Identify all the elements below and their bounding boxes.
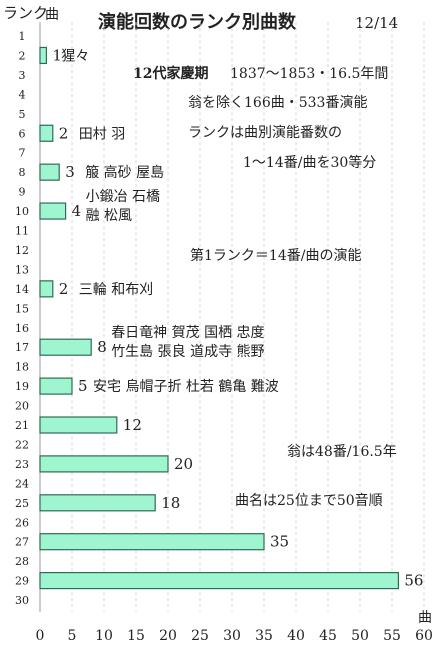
y-tick-label: 7: [19, 147, 26, 160]
data-label: 56: [404, 572, 423, 590]
y-tick-layer: 1234567891011121314151617181920212223242…: [15, 30, 29, 607]
song-titles: 小鍛冶 石橋: [86, 189, 160, 205]
y-tick-label: 25: [15, 497, 29, 510]
data-label: 18: [161, 494, 180, 512]
y-tick-label: 23: [15, 458, 29, 471]
x-tick-label: 35: [255, 628, 273, 644]
y-tick-label: 18: [15, 361, 29, 374]
y-tick-label: 13: [15, 263, 29, 276]
song-titles: 融 松風: [86, 208, 132, 224]
x-tick-label: 30: [223, 628, 241, 644]
bar: [39, 494, 156, 512]
data-label: 20: [174, 455, 193, 473]
x-unit-label-bottom: 曲: [418, 610, 432, 626]
note-total: 翁を除く166曲・533番演能: [188, 95, 367, 111]
y-tick-label: 1: [19, 30, 26, 43]
chart-title: 演能回数のランク別曲数: [98, 11, 297, 33]
y-tick-label: 2: [19, 49, 26, 62]
data-label: 2: [59, 124, 69, 142]
era-label: 12代家慶期: [133, 65, 208, 82]
x-tick-label: 10: [95, 628, 113, 644]
y-tick-label: 12: [15, 244, 29, 257]
y-tick-label: 14: [15, 283, 29, 296]
grid-layer: [39, 22, 425, 612]
chart-title-suffix: 12/14: [355, 14, 398, 32]
x-tick-label: 5: [68, 628, 77, 644]
y-tick-label: 30: [15, 594, 29, 607]
note-order: 曲名は25位まで50音順: [235, 492, 383, 509]
y-tick-label: 4: [19, 88, 26, 101]
y-tick-label: 10: [15, 205, 29, 218]
note-rank-def-2: 1～14番/曲を30等分: [243, 154, 376, 171]
data-label: 2: [59, 280, 69, 298]
bar: [39, 202, 67, 220]
song-titles: 三輪 和布刈: [79, 281, 153, 298]
y-tick-label: 5: [19, 108, 26, 121]
song-titles: 田村 羽: [79, 126, 125, 142]
y-tick-label: 6: [19, 127, 26, 140]
y-tick-label: 19: [15, 380, 29, 393]
data-label: 4: [72, 202, 82, 220]
y-tick-label: 21: [15, 419, 29, 432]
y-tick-label: 26: [15, 516, 29, 529]
y-tick-label: 17: [15, 341, 29, 354]
bar: [39, 533, 265, 551]
note-rank-def-1: ランクは曲別演能番数の: [188, 125, 342, 141]
bar: [39, 338, 92, 356]
data-label: 5: [78, 377, 88, 395]
data-label: 35: [270, 533, 289, 551]
data-label: 3: [65, 163, 75, 181]
y-tick-label: 28: [15, 555, 29, 568]
song-titles: 春日竜神 賀茂 国栖 忠度: [111, 324, 264, 341]
song-titles: 竹生島 張良 道成寺 熊野: [111, 344, 264, 360]
x-tick-label: 20: [159, 628, 177, 644]
bar: [39, 163, 60, 181]
x-tick-label: 50: [351, 628, 369, 644]
song-titles: 安宅 烏帽子折 杜若 鶴亀 難波: [93, 378, 279, 395]
song-titles: 猩々: [61, 48, 89, 64]
y-tick-label: 15: [15, 302, 29, 315]
y-tick-label: 20: [15, 400, 29, 413]
y-tick-label: 9: [19, 186, 26, 199]
bar: [39, 455, 169, 473]
x-tick-label: 25: [191, 628, 209, 644]
bar: [39, 416, 118, 434]
y-tick-label: 24: [15, 477, 29, 490]
y-axis-label: ランク: [3, 4, 48, 22]
x-tick-label: 45: [319, 628, 337, 644]
x-tick-label: 40: [287, 628, 305, 644]
bar: [39, 46, 48, 65]
x-tick-label: 55: [383, 628, 401, 644]
x-unit-label: 曲: [45, 7, 59, 23]
bar: [39, 571, 399, 590]
y-tick-label: 27: [15, 536, 29, 549]
bar: [39, 280, 54, 298]
y-tick-label: 11: [15, 225, 29, 238]
note-rank1: 第1ランク＝14番/曲の演能: [190, 247, 361, 264]
bar: [39, 124, 54, 142]
data-label: 1: [52, 46, 62, 64]
era-years: 1837～1853・16.5年間: [230, 66, 388, 82]
x-tick-label: 60: [415, 628, 433, 644]
x-tick-label: 15: [127, 628, 145, 644]
x-tick-label: 0: [36, 628, 45, 644]
bar-layer: [39, 46, 399, 590]
y-tick-label: 29: [15, 575, 29, 588]
note-okina: 翁は48番/16.5年: [287, 444, 397, 460]
y-tick-label: 8: [19, 166, 26, 179]
y-tick-label: 22: [15, 438, 29, 451]
y-tick-label: 16: [15, 322, 29, 335]
x-tick-layer: 0 5 10 15 20 25 30 35 40 45 50 55 60: [36, 628, 433, 644]
data-label: 12: [123, 416, 142, 434]
y-tick-label: 3: [19, 69, 26, 82]
bar: [39, 377, 73, 395]
data-label: 8: [97, 338, 107, 356]
song-titles: 箙 高砂 屋島: [85, 164, 164, 181]
